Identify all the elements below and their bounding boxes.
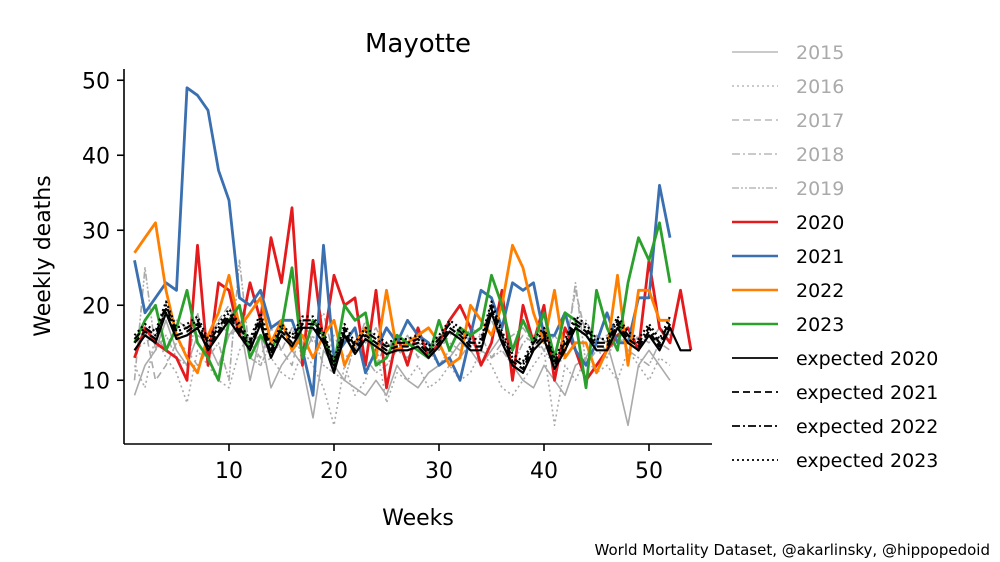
- x-tick-label-10: 10: [215, 459, 243, 484]
- legend-label: expected 2023: [796, 450, 938, 472]
- series-line-expected-2021: [133, 307, 671, 371]
- legend-item-2016: 2016: [732, 76, 844, 98]
- y-axis-label: Weekly deaths: [31, 175, 56, 336]
- legend-item-2015: 2015: [732, 42, 844, 64]
- chart-title: Mayotte: [365, 29, 471, 59]
- legend-label: 2017: [796, 110, 844, 132]
- x-tick-label-30: 30: [425, 459, 453, 484]
- legend-label: 2020: [796, 212, 844, 234]
- legend-label: 2022: [796, 280, 844, 302]
- y-tick-label-10: 10: [82, 369, 110, 394]
- x-ticks: 10 20 30 40 50: [215, 444, 663, 484]
- series-line-2020: [133, 206, 693, 390]
- legend-item-expected-2020: expected 2020: [732, 348, 938, 370]
- legend-label: 2019: [796, 178, 844, 200]
- legend-item-2018: 2018: [732, 144, 844, 166]
- x-tick-label-50: 50: [635, 459, 663, 484]
- legend-item-2022: 2022: [732, 280, 844, 302]
- legend-label: 2018: [796, 144, 844, 166]
- y-tick-label-40: 40: [82, 144, 110, 169]
- credit-text: World Mortality Dataset, @akarlinsky, @h…: [595, 541, 990, 559]
- legend-item-2019: 2019: [732, 178, 844, 200]
- legend-item-2017: 2017: [732, 110, 844, 132]
- legend: 2015 2016 2017 2018 2019 2020 2021 2022 2023 expe…: [732, 42, 938, 472]
- series-layer: [133, 86, 693, 427]
- legend-label: expected 2022: [796, 416, 938, 438]
- y-tick-label-50: 50: [82, 69, 110, 94]
- series-line-2023: [133, 221, 672, 390]
- x-tick-label-40: 40: [530, 459, 558, 484]
- legend-item-2023: 2023: [732, 314, 844, 336]
- legend-label: 2021: [796, 246, 844, 268]
- legend-label: 2023: [796, 314, 844, 336]
- legend-item-expected-2022: expected 2022: [732, 416, 938, 438]
- legend-item-2021: 2021: [732, 246, 844, 268]
- plot-area: [133, 86, 693, 427]
- x-axis-label: Weeks: [382, 506, 454, 531]
- y-tick-label-20: 20: [82, 294, 110, 319]
- legend-item-expected-2021: expected 2021: [732, 382, 938, 404]
- x-tick-label-20: 20: [320, 459, 348, 484]
- legend-label: 2015: [796, 42, 844, 64]
- legend-item-2020: 2020: [732, 212, 844, 234]
- legend-label: expected 2020: [796, 348, 938, 370]
- legend-label: 2016: [796, 76, 844, 98]
- legend-item-expected-2023: expected 2023: [732, 450, 938, 472]
- series-line-expected-2022: [133, 304, 671, 367]
- series-line-expected-2020: [133, 311, 691, 374]
- y-ticks: 10 20 30 40 50: [82, 69, 124, 394]
- legend-label: expected 2021: [796, 382, 938, 404]
- y-tick-label-30: 30: [82, 219, 110, 244]
